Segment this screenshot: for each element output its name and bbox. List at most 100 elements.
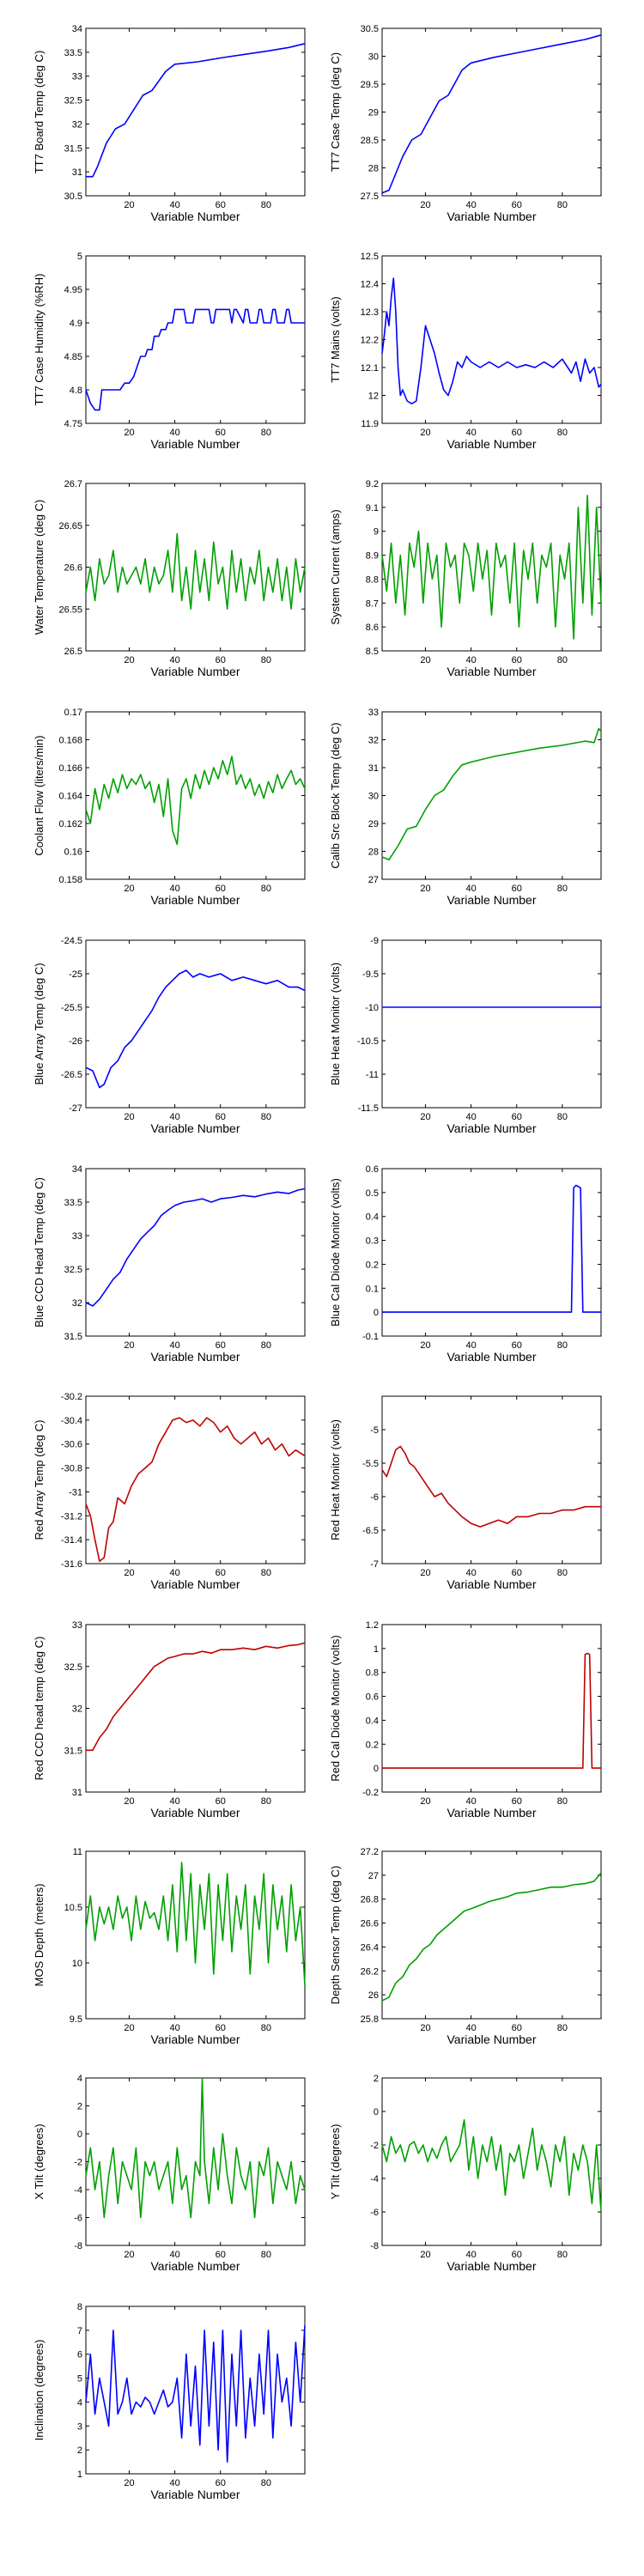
x-axis-label: Variable Number: [447, 437, 536, 451]
y-tick-label: -2: [74, 2158, 82, 2168]
x-tick-label: 40: [465, 655, 476, 665]
plot-frame: [85, 1624, 306, 1793]
y-tick-label: 7: [77, 2326, 82, 2336]
x-tick-label: 40: [465, 1340, 476, 1351]
series-line: [382, 1652, 601, 1769]
y-tick-label: 10: [72, 1959, 82, 1969]
chart-panel: -8 -6 -4 -2 0 2 4 20 40 60 80 Variable Number X Tilt…: [33, 2074, 306, 2273]
x-tick-label: 80: [261, 2250, 271, 2260]
x-tick-label: 20: [124, 428, 134, 438]
series-line: [85, 308, 305, 411]
series-line: [85, 969, 306, 1089]
y-tick-label: 28: [368, 848, 379, 858]
x-tick-label: 80: [557, 2250, 568, 2260]
y-tick-label: -5: [370, 1425, 379, 1436]
series-line: [381, 495, 602, 640]
x-tick-label: 60: [512, 2023, 522, 2033]
y-axis-label: Coolant Flow (liters/min): [33, 735, 46, 855]
y-tick-label: 26.5: [64, 647, 82, 657]
y-tick-label: -30.8: [61, 1464, 82, 1474]
plot-frame: [381, 2077, 602, 2246]
y-tick-label: 9: [374, 527, 379, 538]
y-tick-label: 34: [72, 1164, 82, 1175]
y-tick-label: 0.166: [58, 763, 82, 774]
x-axis-label: Variable Number: [150, 1806, 240, 1820]
x-tick-label: 60: [512, 428, 522, 438]
x-tick-label: 40: [169, 2250, 179, 2260]
y-tick-label: 4.8: [70, 386, 82, 396]
x-tick-label: 80: [261, 1340, 271, 1351]
x-tick-label: 20: [124, 1796, 134, 1807]
y-tick-label: 4.95: [64, 285, 82, 295]
y-axis-label: X Tilt (degrees): [33, 2123, 46, 2199]
y-axis-label: Red Cal Diode Monitor (volts): [329, 1635, 342, 1782]
y-tick-label: 32: [72, 1704, 82, 1715]
y-tick-label: 25.8: [361, 2014, 379, 2025]
x-tick-label: 60: [216, 884, 226, 894]
y-tick-label: 0.5: [366, 1188, 379, 1199]
y-tick-label: 0.2: [366, 1740, 379, 1750]
x-axis-label: Variable Number: [447, 210, 536, 223]
y-axis-label: Calib Src Block Temp (deg C): [329, 722, 342, 868]
x-tick-label: 80: [261, 655, 271, 665]
y-tick-label: 3: [77, 2421, 82, 2432]
y-axis-label: System Current (amps): [329, 509, 342, 624]
y-axis-label: Red Array Temp (deg C): [33, 1420, 46, 1540]
x-axis-label: Variable Number: [447, 2259, 536, 2273]
x-tick-label: 60: [216, 428, 226, 438]
x-axis-label: Variable Number: [447, 1806, 536, 1820]
plot-frame: [381, 27, 602, 197]
y-tick-label: 26.8: [361, 1895, 379, 1905]
plot-frame: [85, 483, 306, 652]
x-tick-label: 20: [420, 2250, 430, 2260]
y-tick-label: 26: [368, 1990, 379, 2001]
y-tick-label: -30.2: [61, 1392, 82, 1402]
y-tick-label: 32.5: [64, 96, 82, 106]
y-tick-label: 26.2: [361, 1966, 379, 1977]
y-tick-label: 4.9: [70, 319, 82, 329]
y-tick-label: 10.5: [64, 1903, 82, 1913]
y-tick-label: 31: [72, 167, 82, 178]
y-tick-label: 2: [77, 2445, 82, 2456]
y-tick-label: 0.2: [366, 1260, 379, 1270]
y-tick-label: 2: [77, 2102, 82, 2112]
y-tick-label: -31.4: [61, 1535, 82, 1546]
y-tick-label: 0.8: [366, 1668, 379, 1679]
x-tick-label: 60: [216, 1568, 226, 1578]
y-tick-label: 33: [72, 1620, 82, 1631]
plot-frame: [85, 1395, 306, 1564]
y-tick-label: -11.5: [358, 1103, 379, 1114]
plot-frame: [381, 255, 602, 424]
x-tick-label: 40: [465, 2023, 476, 2033]
y-tick-label: 26.6: [64, 563, 82, 574]
plot-frame: [381, 711, 602, 880]
y-tick-label: -26.5: [61, 1070, 82, 1080]
x-tick-label: 80: [261, 1112, 271, 1122]
y-tick-label: -6.5: [362, 1526, 379, 1536]
x-tick-label: 80: [557, 655, 568, 665]
series-line: [381, 1872, 602, 2002]
y-tick-label: 1: [77, 2470, 82, 2480]
plot-frame: [85, 711, 306, 880]
y-tick-label: 2: [374, 2074, 379, 2084]
y-axis-label: Blue CCD Head Temp (deg C): [33, 1177, 46, 1327]
x-tick-label: 80: [261, 428, 271, 438]
y-tick-label: 26.65: [58, 521, 82, 532]
y-tick-label: -10: [365, 1003, 379, 1013]
series-line: [381, 1445, 601, 1528]
y-tick-label: 4.75: [64, 419, 82, 429]
x-tick-label: 20: [124, 1112, 134, 1122]
y-tick-label: 8.8: [366, 574, 379, 585]
x-axis-label: Variable Number: [150, 1577, 240, 1591]
y-tick-label: 34: [72, 24, 82, 34]
y-tick-label: 33.5: [64, 48, 82, 58]
y-tick-label: 32: [72, 1298, 82, 1309]
plot-frame: [381, 1624, 602, 1793]
series-line: [381, 727, 602, 861]
chart-panel: -31.6 -31.4 -31.2 -31 -30.8 -30.6 -30.4 -30.2 20…: [33, 1392, 306, 1591]
y-tick-label: 0.1: [366, 1284, 379, 1294]
y-tick-label: 31: [72, 1788, 82, 1798]
x-tick-label: 40: [169, 428, 179, 438]
y-tick-label: 33: [72, 1231, 82, 1242]
x-axis-label: Variable Number: [447, 1121, 536, 1135]
